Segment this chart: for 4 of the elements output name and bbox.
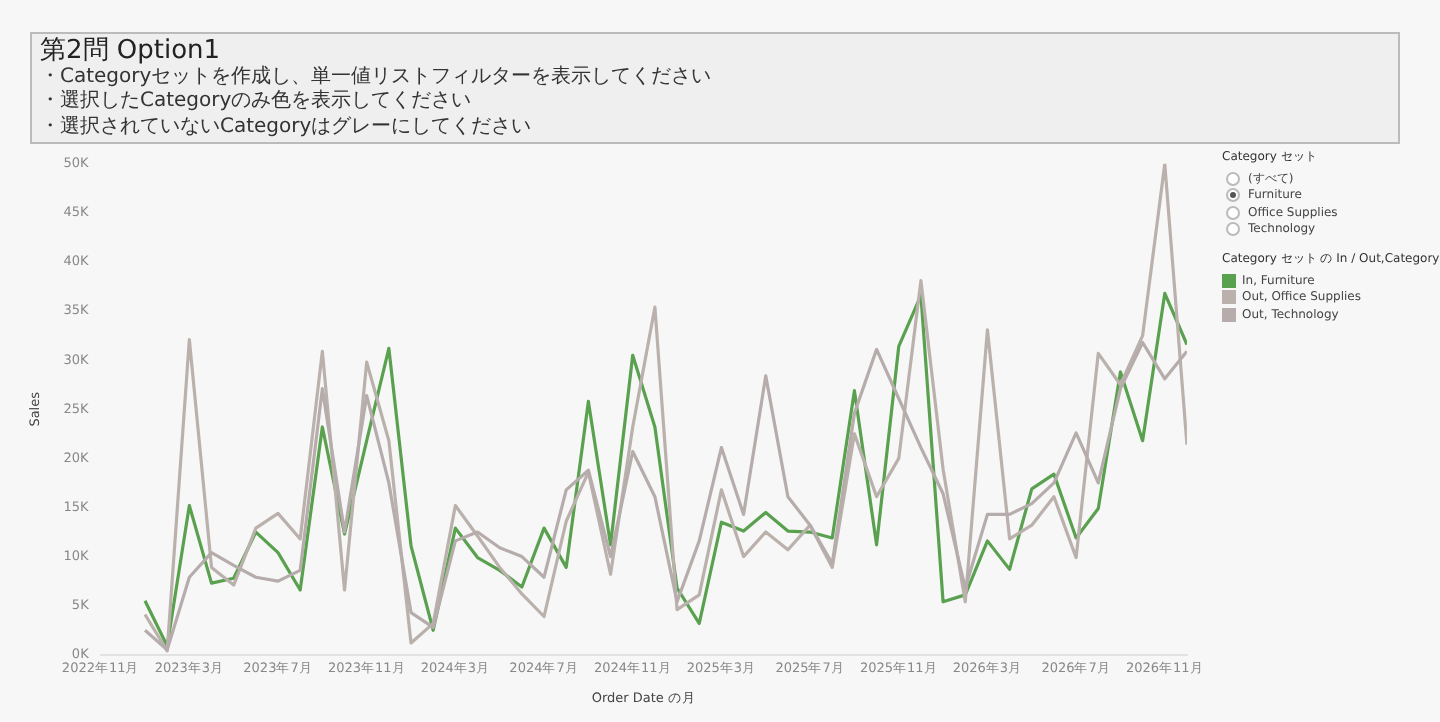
chart-title: 第2問 Option1 — [40, 36, 223, 66]
text: ・選択されていないCategoryはグレーにしてください — [40, 115, 532, 138]
text: ・Categoryセットを作成し、単一値リストフィルターを表示してください — [40, 66, 712, 88]
text: ・選択したCategoryのみ色を表示してください — [40, 90, 472, 113]
